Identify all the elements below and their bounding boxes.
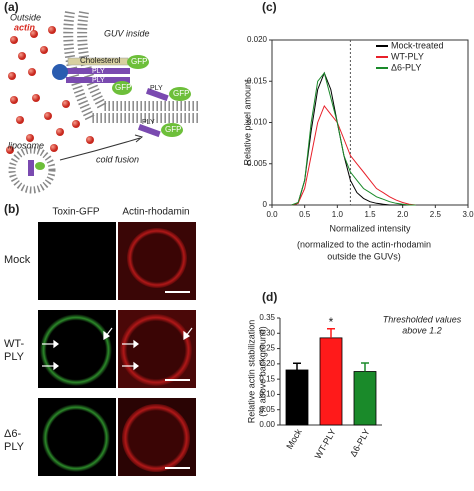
label: PLY [92, 68, 105, 75]
x-axis-label: Normalized intensity [329, 223, 411, 233]
label: PLY [142, 119, 155, 126]
panel-label: (c) [262, 0, 277, 14]
panel-label: (b) [4, 202, 19, 216]
y-tick-label: 0.35 [259, 313, 275, 322]
x-tick-label: WT-PLY [313, 427, 338, 460]
y-tick-label: 0.015 [247, 76, 268, 85]
error-bar [361, 362, 369, 372]
x-tick-label: Δ6-PLY [348, 427, 372, 458]
bar [319, 337, 343, 426]
y-tick-label: 0.30 [259, 328, 275, 337]
y-tick-label: 0.020 [247, 35, 268, 44]
bar [285, 369, 309, 426]
label: cold fusion [96, 154, 139, 164]
row-label: Mock [4, 254, 31, 266]
note: Thresholded values [383, 314, 462, 324]
label: PLY [92, 77, 105, 84]
label: GUV inside [104, 28, 150, 38]
y-tick-label: 0.010 [247, 118, 268, 127]
label: Cholesterol [80, 56, 121, 65]
x-tick-label: 1.5 [364, 210, 376, 219]
series-line [291, 71, 416, 206]
label: GFP [173, 89, 189, 98]
y-axis-label: Relative actin stabilization [246, 320, 256, 424]
legend-label: Δ6-PLY [391, 62, 421, 72]
y-axis-label: Relative pixel amount [242, 79, 252, 166]
series-line [291, 71, 416, 206]
x-tick-label: 2.5 [430, 210, 442, 219]
x-tick-label: 1.0 [332, 210, 344, 219]
error-bar [293, 362, 301, 370]
panel-label: (a) [4, 0, 19, 14]
column-header: Actin-rhodamin [122, 207, 189, 218]
y-tick-label: 0.20 [259, 359, 275, 368]
x-tick-label: 0.5 [299, 210, 311, 219]
row-label: WT-PLY [4, 338, 25, 363]
note: above 1.2 [402, 325, 442, 335]
series-line [291, 105, 416, 206]
note: outside the GUVs) [327, 251, 401, 261]
y-tick-label: 0.15 [259, 374, 275, 383]
y-tick-label: 0.05 [259, 405, 275, 414]
label: liposome [8, 140, 44, 150]
bar [353, 371, 377, 426]
note: (normalized to the actin-rhodamin [297, 239, 431, 249]
y-tick-label: 0 [263, 200, 268, 209]
label: GFP [115, 83, 131, 92]
x-tick-label: 0.0 [266, 210, 278, 219]
label: actin [14, 22, 36, 32]
label: PLY [150, 85, 163, 92]
x-tick-label: Mock [284, 427, 304, 451]
panel-label: (d) [262, 290, 277, 304]
schematic [6, 11, 200, 194]
legend-label: Mock-treated [391, 40, 444, 50]
legend-label: WT-PLY [391, 51, 424, 61]
x-tick-label: 2.0 [397, 210, 409, 219]
y-axis-label: (% above background) [257, 326, 267, 417]
row-label: Δ6-PLY [4, 428, 24, 453]
y-tick-label: 0.00 [259, 420, 275, 429]
label: Outside [10, 12, 41, 22]
x-tick-label: 3.0 [462, 210, 474, 219]
micrographs [38, 222, 196, 476]
y-tick-label: 0.10 [259, 390, 275, 399]
label: GFP [165, 125, 181, 134]
label: GFP [131, 57, 147, 66]
column-header: Toxin-GFP [52, 207, 100, 218]
y-tick-label: 0.005 [247, 159, 268, 168]
error-bar [327, 327, 335, 338]
significance-mark: * [329, 315, 334, 329]
y-tick-label: 0.25 [259, 344, 275, 353]
